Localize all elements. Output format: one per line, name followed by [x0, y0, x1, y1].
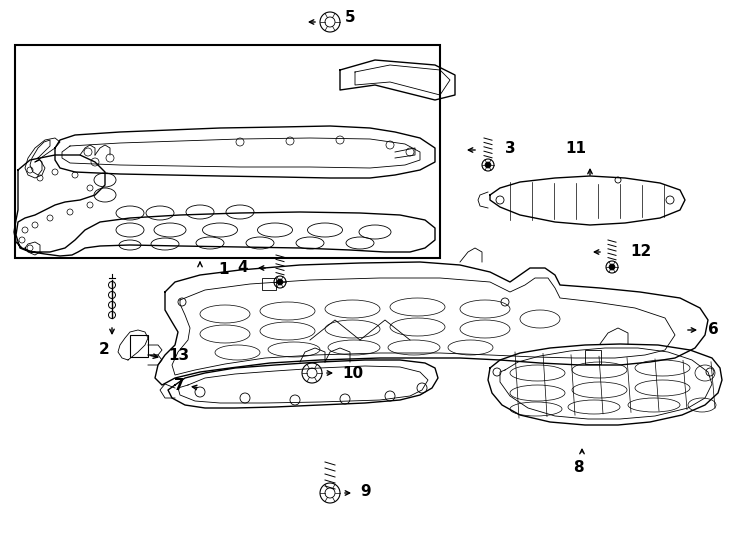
Text: 8: 8: [573, 461, 584, 476]
Text: 2: 2: [98, 342, 109, 357]
Text: 4: 4: [237, 260, 248, 275]
Text: 12: 12: [630, 245, 651, 260]
Ellipse shape: [485, 162, 491, 168]
Bar: [585, 350, 601, 364]
Text: 7: 7: [175, 377, 185, 393]
Text: 5: 5: [345, 10, 356, 25]
Text: 11: 11: [565, 140, 586, 156]
Ellipse shape: [277, 279, 283, 285]
Bar: [262, 278, 276, 290]
Text: 13: 13: [168, 348, 189, 363]
Text: 3: 3: [505, 140, 515, 156]
Text: 1: 1: [218, 262, 228, 278]
Ellipse shape: [609, 264, 615, 270]
Text: 6: 6: [708, 322, 719, 338]
Text: 9: 9: [360, 484, 371, 500]
Bar: [130, 335, 148, 357]
Bar: [15, 45, 440, 258]
Text: 10: 10: [342, 366, 363, 381]
